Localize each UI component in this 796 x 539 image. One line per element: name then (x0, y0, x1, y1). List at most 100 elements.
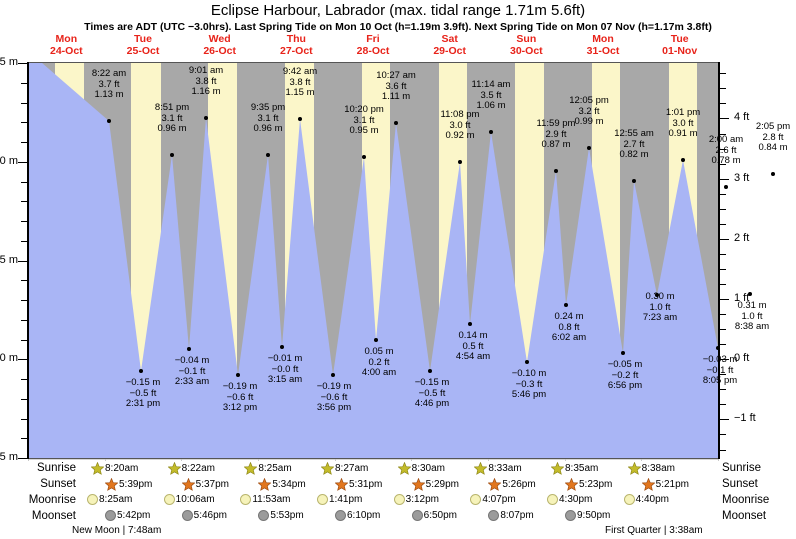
y-label-right-1: 3 ft (734, 171, 750, 184)
astro-time: 3:12pm (405, 494, 440, 505)
day-weekday: Wed (208, 33, 231, 45)
astro-col-separator (564, 459, 566, 461)
astro-time: 5:37pm (195, 479, 230, 490)
astro-cell-sunrise-8: 8:38am (627, 461, 676, 475)
tide-extreme-label: 9:35 pm 3.1 ft 0.96 m (223, 102, 313, 135)
tide-label-line: 0.31 m (737, 300, 767, 311)
y-tick-right (720, 103, 726, 105)
tide-label-line: 10:27 am (376, 70, 416, 81)
y-label-left-0: 1.5 m (0, 56, 18, 68)
day-header-2: Tue 25-Oct (105, 33, 182, 57)
astro-time: 5:53pm (270, 510, 304, 521)
tide-extreme-label: 9:01 am 3.8 ft 1.16 m (161, 65, 251, 98)
astro-cell-sunset-5: 5:29pm (411, 477, 459, 491)
tide-label-line: −0.15 m (414, 377, 450, 388)
y-tick-right (720, 268, 726, 270)
tide-label-line: −0.19 m (316, 381, 352, 392)
astro-time: 8:38am (641, 463, 676, 474)
tide-label-line: 2.7 ft (623, 138, 645, 150)
astro-col-separator (104, 459, 106, 461)
astro-col-separator (718, 459, 719, 461)
tide-extreme-dot (298, 117, 302, 121)
day-weekday: Mon (592, 33, 614, 45)
sunset-star-icon (487, 477, 502, 491)
y-label-right-4: 0 ft (734, 352, 750, 365)
astro-time: 5:23pm (579, 479, 613, 490)
astro-col-separator (488, 459, 489, 461)
page-subtitle: Times are ADT (UTC −3.0hrs). Last Spring… (84, 21, 712, 33)
tide-label-line: −0.6 ft (226, 391, 254, 403)
y-tick-right (720, 178, 729, 180)
astro-cell-sunset-1: 5:39pm (104, 477, 152, 491)
y-tick-right (720, 374, 726, 376)
tide-extreme-label: 0.30 m 1.0 ft 7:23 am (615, 291, 705, 324)
astro-cell-sunset-4: 5:31pm (334, 477, 382, 491)
y-tick-left (21, 339, 27, 341)
tide-label-line: 1.13 m (94, 89, 124, 100)
y-label-left-2: 0.5 m (0, 253, 18, 266)
y-tick-left (18, 161, 27, 163)
astro-time: 11:53am (252, 494, 291, 505)
tide-extreme-dot (170, 153, 174, 157)
tide-label-line: −0.15 m (125, 377, 161, 388)
astro-row-label-right-sunset: Sunset (722, 478, 758, 490)
astro-col-separator (258, 459, 259, 461)
astro-cell-moonrise-6: 4:07pm (470, 494, 516, 505)
astro-col-separator (28, 459, 29, 461)
tide-extreme-dot (280, 345, 284, 349)
y-tick-left (18, 458, 27, 459)
tide-extreme-dot (468, 322, 472, 326)
tide-label-line: 0.78 m (711, 155, 741, 166)
day-header-4: Thu 27-Oct (258, 33, 335, 57)
tide-label-line: 11:08 pm (440, 109, 480, 120)
y-axis-left (27, 62, 29, 459)
y-tick-left (21, 438, 27, 440)
moonrise-circle-icon (623, 494, 635, 505)
tide-extreme-dot (621, 351, 625, 355)
tide-extreme-dot (564, 303, 568, 307)
y-label-right-3: 1 ft (734, 292, 750, 305)
tide-extreme-dot (394, 121, 398, 125)
astro-time: 5:42pm (117, 510, 151, 521)
day-header-5: Fri 28-Oct (335, 33, 412, 57)
y-tick-left (18, 359, 27, 361)
moonset-circle-icon (411, 510, 423, 521)
day-weekday: Mon (55, 33, 78, 45)
sunrise-star-icon (90, 461, 105, 475)
astro-time: 6:10pm (347, 510, 381, 521)
tide-label-line: 8:22 am (91, 68, 127, 79)
tide-extreme-label: −0.15 m −0.5 ft 2:31 pm (98, 377, 188, 410)
astro-cell-sunrise-5: 8:30am (397, 461, 445, 475)
astro-cell-sunrise-7: 8:35am (550, 461, 598, 475)
plot-top-border (27, 62, 720, 63)
astro-cell-sunset-3: 5:34pm (257, 477, 306, 491)
y-tick-left (21, 181, 27, 183)
tide-label-line: 1.0 ft (649, 301, 671, 313)
y-tick-right (720, 389, 726, 391)
tide-extreme-label: 10:20 pm 3.1 ft 0.95 m (319, 104, 409, 137)
moonrise-circle-icon (317, 494, 328, 505)
tide-extreme-label: −0.01 m −0.0 ft 3:15 am (240, 353, 330, 386)
astro-time: 8:25am (99, 494, 133, 505)
tide-label-line: 6:02 am (551, 332, 587, 343)
tide-label-line: 12:05 pm (569, 95, 609, 106)
tide-label-line: 2:31 pm (125, 398, 161, 409)
tide-label-line: 0.84 m (758, 142, 788, 153)
y-tick-left (21, 142, 27, 143)
tide-label-line: −0.6 ft (320, 391, 348, 403)
sunrise-star-icon (243, 461, 258, 475)
tide-extreme-dot (748, 292, 752, 296)
tide-extreme-label: −0.05 m −0.2 ft 6:56 pm (580, 359, 670, 392)
y-tick-right (720, 419, 729, 421)
moonset-circle-icon (565, 510, 576, 521)
astro-cell-moonrise-5: 3:12pm (393, 494, 440, 505)
tide-curve-water (28, 63, 718, 458)
tide-label-line: 0.82 m (619, 149, 649, 160)
astro-cell-moonset-3: 5:53pm (258, 510, 304, 521)
sunset-star-icon (334, 477, 349, 491)
astro-time: 5:34pm (272, 479, 306, 490)
y-tick-right (720, 404, 726, 406)
tide-extreme-dot (236, 373, 240, 377)
astro-row-label-left-moonset: Moonset (31, 510, 76, 522)
tide-extreme-label: −0.04 m −0.1 ft 2:33 am (147, 355, 237, 388)
